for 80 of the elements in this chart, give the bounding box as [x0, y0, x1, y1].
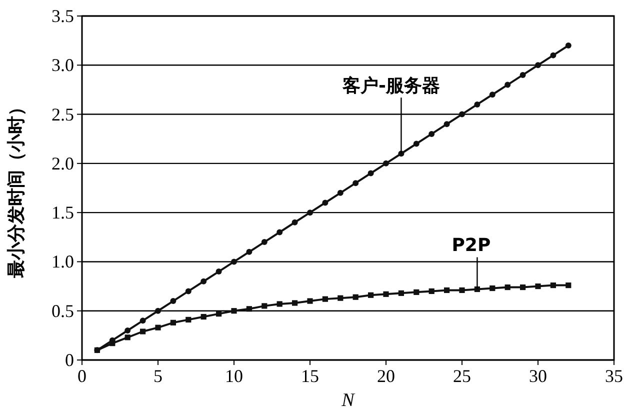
point — [216, 311, 222, 317]
point — [428, 130, 435, 137]
series-label: P2P — [452, 235, 491, 256]
point — [110, 340, 116, 346]
point — [504, 82, 511, 88]
point — [474, 101, 480, 108]
point — [338, 295, 344, 301]
x-tick-label: 25 — [453, 366, 471, 386]
point — [504, 284, 510, 290]
point — [200, 278, 207, 284]
point — [368, 292, 374, 298]
y-axis-title: 最小分发时间（小时） — [6, 98, 27, 279]
point — [565, 42, 572, 48]
y-tick-label: 0 — [65, 350, 74, 370]
point — [459, 111, 465, 118]
point — [246, 306, 252, 312]
point — [566, 282, 572, 288]
point — [322, 296, 328, 302]
y-tick-label: 2.5 — [52, 104, 74, 124]
x-tick-label: 30 — [529, 366, 547, 386]
point — [140, 318, 146, 324]
point — [124, 334, 130, 340]
point — [140, 328, 146, 334]
point — [155, 324, 161, 330]
point — [276, 229, 283, 236]
point — [352, 294, 358, 300]
y-tick-label: 3.5 — [52, 6, 74, 26]
point — [444, 287, 450, 294]
point — [550, 52, 556, 58]
y-tick-label: 1.5 — [52, 202, 74, 223]
point — [155, 308, 161, 314]
x-tick-label: 20 — [377, 366, 395, 386]
point — [414, 289, 420, 295]
point — [231, 308, 237, 314]
point — [200, 314, 206, 320]
point — [261, 239, 268, 246]
point — [216, 268, 222, 275]
point — [398, 290, 404, 296]
point — [307, 298, 313, 304]
point — [94, 347, 100, 353]
point — [428, 288, 434, 294]
point — [490, 285, 496, 292]
point — [246, 248, 252, 255]
point — [535, 62, 541, 68]
y-tick-label: 2.0 — [52, 153, 74, 174]
x-tick-label: 0 — [78, 366, 86, 386]
point — [444, 121, 450, 128]
point — [170, 320, 176, 326]
point — [231, 258, 237, 265]
point — [124, 328, 131, 334]
point — [368, 170, 374, 176]
point — [459, 287, 465, 294]
point — [337, 190, 344, 196]
x-tick-label: 15 — [301, 366, 319, 386]
point — [489, 92, 496, 98]
y-tick-label: 1.0 — [52, 252, 74, 272]
point — [520, 72, 526, 78]
point — [383, 160, 389, 166]
point — [276, 301, 282, 307]
point — [352, 180, 359, 186]
point — [550, 282, 556, 288]
y-tick-label: 3.0 — [52, 55, 74, 76]
x-tick-label: 10 — [225, 366, 243, 386]
x-axis-title: N — [340, 390, 356, 411]
point — [262, 303, 268, 309]
point — [413, 140, 420, 147]
point — [307, 210, 313, 216]
point — [383, 291, 389, 297]
point — [170, 298, 176, 304]
point — [520, 284, 526, 290]
point — [322, 200, 328, 206]
point — [186, 316, 192, 323]
x-tick-label: 5 — [154, 366, 162, 386]
point — [535, 283, 541, 290]
point — [292, 300, 298, 306]
y-tick-label: 0.5 — [52, 300, 74, 321]
point — [185, 288, 192, 294]
point — [292, 219, 298, 226]
series-label: 客户-服务器 — [341, 76, 440, 97]
x-tick-label: 35 — [605, 366, 623, 386]
